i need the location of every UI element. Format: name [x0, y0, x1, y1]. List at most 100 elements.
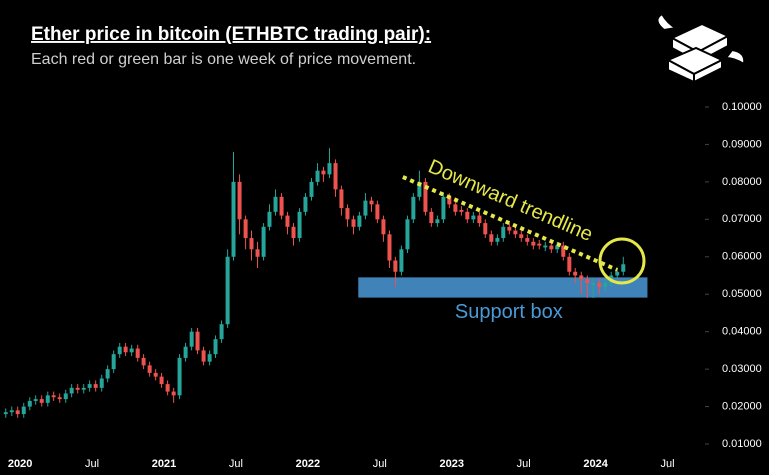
candle [15, 406, 20, 418]
x-tick-label: 2022 [296, 458, 320, 470]
candle-body [345, 208, 350, 220]
x-tick-label: Jul [661, 458, 675, 470]
candle [351, 215, 356, 235]
candle [459, 206, 464, 216]
logo [656, 12, 746, 84]
candle [519, 230, 524, 242]
candle-body [375, 204, 380, 220]
candle-body [417, 181, 422, 197]
y-tick-label: 0.09000 [722, 138, 762, 150]
candle [177, 354, 182, 400]
candle-body [585, 279, 590, 283]
candle-body [3, 412, 8, 415]
x-tick-label: Jul [373, 458, 387, 470]
candle [603, 279, 608, 291]
candle-body [39, 399, 44, 403]
candle [495, 234, 500, 246]
y-tick-label: 0.01000 [722, 438, 762, 450]
candle [231, 151, 236, 261]
candle-body [465, 211, 470, 220]
candle-body [15, 410, 20, 415]
candle [63, 389, 68, 403]
candle [75, 384, 80, 394]
candle-body [57, 397, 62, 400]
candle [123, 342, 128, 357]
candle [399, 245, 404, 276]
candle-body [603, 282, 608, 287]
candle [147, 361, 152, 377]
candle-body [441, 196, 446, 220]
candle [279, 193, 284, 220]
candle [81, 384, 86, 394]
candle-body [339, 189, 344, 209]
candle-body [537, 243, 542, 246]
candle-body [477, 215, 482, 224]
candle-body [435, 219, 440, 224]
candle-body [75, 387, 80, 390]
candle-body [297, 211, 302, 239]
candle [207, 350, 212, 366]
candle [411, 193, 416, 224]
candle [393, 256, 398, 287]
candle [39, 395, 44, 407]
candle [267, 204, 272, 231]
candle [135, 344, 140, 362]
candle [567, 253, 572, 276]
candle [375, 200, 380, 224]
candle [117, 342, 122, 358]
candle-body [177, 357, 182, 396]
candle [159, 372, 164, 388]
candle [183, 342, 188, 362]
candle [195, 327, 200, 355]
candle-body [615, 271, 620, 276]
candle-body [249, 238, 254, 250]
candles [3, 148, 626, 418]
candle [369, 196, 374, 212]
candle-body [549, 245, 554, 250]
candle [453, 200, 458, 216]
candle-body [303, 196, 308, 212]
candle-body [489, 234, 494, 242]
candle-body [111, 354, 116, 370]
candle-body [171, 391, 176, 396]
candle-body [165, 384, 170, 392]
candle [69, 384, 74, 398]
candle-body [183, 346, 188, 358]
candle [357, 211, 362, 231]
candle [423, 178, 428, 216]
highlight-circle [598, 237, 646, 285]
candle [477, 211, 482, 227]
candle-body [543, 245, 548, 248]
candle-body [333, 163, 338, 190]
candle [213, 335, 218, 358]
candle [543, 241, 548, 252]
candle-body [129, 348, 134, 353]
candle [525, 234, 530, 246]
candle [27, 397, 32, 411]
candle-body [561, 245, 566, 257]
candle-body [459, 209, 464, 212]
candle [303, 193, 308, 216]
candle [531, 238, 536, 250]
candle [471, 211, 476, 224]
candle [513, 226, 518, 239]
candle-body [261, 226, 266, 257]
support-box [358, 277, 648, 298]
candle [381, 215, 386, 242]
candle-body [93, 384, 98, 388]
candle [237, 174, 242, 235]
candle [285, 211, 290, 235]
candle [333, 159, 338, 197]
candle-body [237, 181, 242, 220]
candle-body [123, 346, 128, 353]
candle [87, 380, 92, 392]
candle-body [327, 163, 332, 175]
candle-body [291, 226, 296, 239]
candle [171, 387, 176, 403]
candle-body [231, 181, 236, 257]
candle [465, 208, 470, 224]
candle-body [51, 395, 56, 398]
candle [45, 391, 50, 407]
candle [405, 215, 410, 254]
y-tick-label: 0.07000 [722, 213, 762, 225]
